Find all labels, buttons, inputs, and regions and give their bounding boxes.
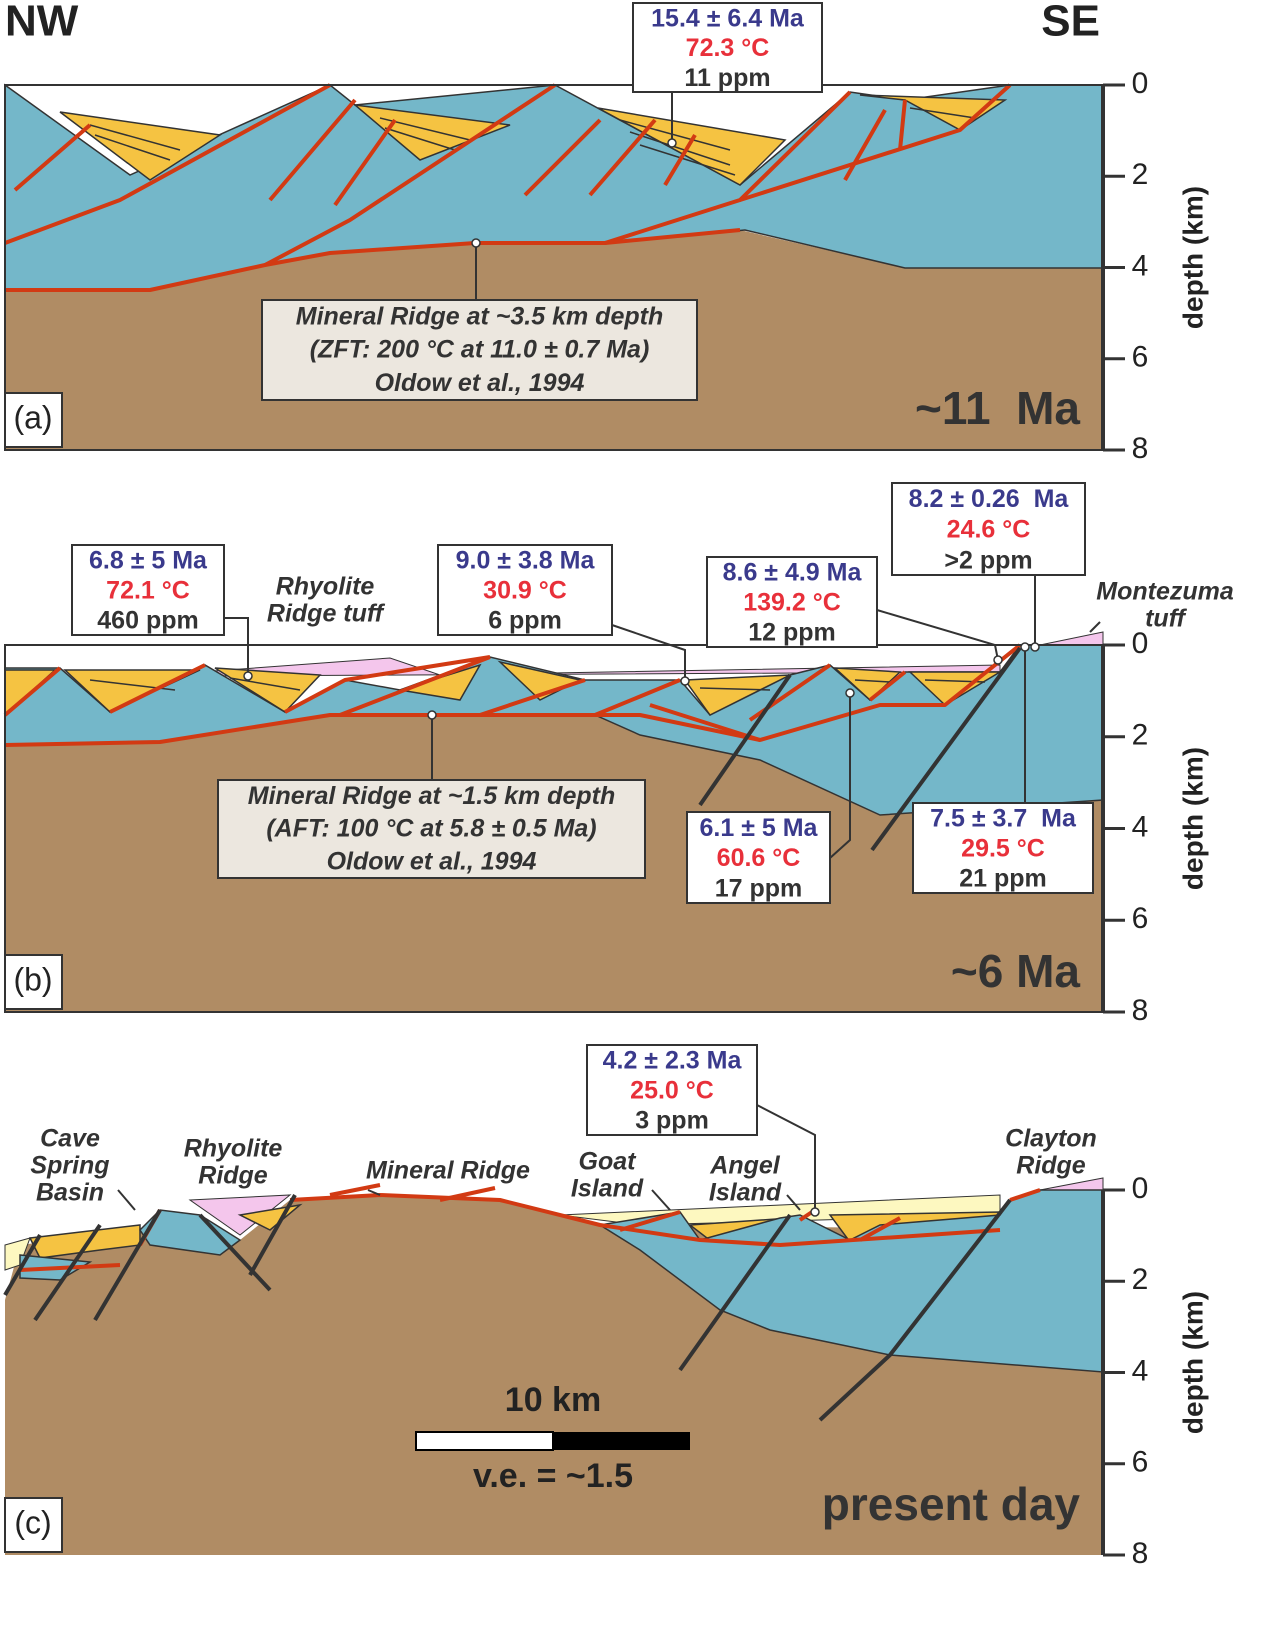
tick-label: 8 xyxy=(1132,432,1149,465)
sample-age: 9.0 ± 3.8 Ma xyxy=(456,547,596,575)
tick-label: 2 xyxy=(1132,719,1149,752)
feature-label: Angel xyxy=(709,1152,781,1180)
scale-bar-white xyxy=(415,1431,554,1451)
sample-u: 21 ppm xyxy=(959,865,1047,893)
feature-label: Ridge tuff xyxy=(267,600,386,628)
feature-label: tuff xyxy=(1145,605,1187,633)
panel-label: (b) xyxy=(13,961,52,997)
sample-temp: 60.6 °C xyxy=(717,844,801,872)
panel-label: (c) xyxy=(14,1504,51,1540)
note-line: Mineral Ridge at ~1.5 km depth xyxy=(248,782,615,810)
tick-label: 4 xyxy=(1132,249,1149,282)
sample-u: 11 ppm xyxy=(684,64,770,92)
sample-age: 6.1 ± 5 Ma xyxy=(700,814,819,842)
sample-age: 6.8 ± 5 Ma xyxy=(89,547,208,575)
scale-bar-black xyxy=(553,1432,690,1450)
feature-label: Cave xyxy=(40,1125,100,1153)
sample-temp: 30.9 °C xyxy=(483,577,567,605)
sample-u: 17 ppm xyxy=(715,874,803,902)
sample-box xyxy=(912,802,1094,894)
tick-label: 8 xyxy=(1132,994,1149,1027)
tick-label: 2 xyxy=(1132,158,1149,191)
tick-label: 4 xyxy=(1132,1354,1149,1387)
feature-label: Clayton xyxy=(1005,1125,1097,1153)
sample-age: 4.2 ± 2.3 Ma xyxy=(603,1047,743,1075)
panel-label-box xyxy=(4,1497,63,1553)
sample-temp: 139.2 °C xyxy=(743,589,841,617)
tick-label: 6 xyxy=(1132,341,1149,374)
sample-u: 6 ppm xyxy=(488,607,562,635)
note-line: Oldow et al., 1994 xyxy=(327,847,537,875)
note-line: (ZFT: 200 °C at 11.0 ± 0.7 Ma) xyxy=(310,336,650,364)
sample-age: 8.2 ± 0.26 Ma xyxy=(909,485,1070,513)
tick-label: 0 xyxy=(1132,1172,1149,1205)
sample-box xyxy=(686,811,831,904)
feature-label: Goat xyxy=(579,1148,638,1176)
sample-temp: 29.5 °C xyxy=(961,835,1045,863)
sample-temp: 72.1 °C xyxy=(106,577,190,605)
tick-label: 0 xyxy=(1132,67,1149,100)
feature-label: Mineral Ridge xyxy=(366,1157,530,1185)
sample-box xyxy=(71,544,225,636)
sample-u: 3 ppm xyxy=(635,1107,709,1135)
ve-label: v.e. = ~1.5 xyxy=(473,1457,633,1495)
note-box xyxy=(261,299,698,401)
sample-box xyxy=(632,2,823,93)
panel-c-geology xyxy=(3,1177,1104,1555)
sample-u: 12 ppm xyxy=(748,619,836,647)
feature-label: Montezuma xyxy=(1096,578,1234,606)
header-right: SE xyxy=(1041,0,1100,46)
tick-label: 0 xyxy=(1132,627,1149,660)
note-line: Oldow et al., 1994 xyxy=(375,369,585,397)
panel-age: ~6 Ma xyxy=(951,945,1081,997)
feature-label: Island xyxy=(709,1179,782,1207)
sample-age: 8.6 ± 4.9 Ma xyxy=(723,559,863,587)
sample-temp: 72.3 °C xyxy=(686,34,770,62)
sample-box xyxy=(586,1044,758,1136)
sample-u: 460 ppm xyxy=(97,607,198,635)
scale-label: 10 km xyxy=(505,1381,601,1419)
note-line: Mineral Ridge at ~3.5 km depth xyxy=(296,302,663,330)
header-left: NW xyxy=(5,0,79,46)
feature-label: Spring xyxy=(30,1152,109,1180)
feature-label: Ridge xyxy=(1016,1152,1086,1180)
tick-label: 8 xyxy=(1132,1537,1149,1570)
tick-label: 4 xyxy=(1132,810,1149,843)
axis-title: depth (km) xyxy=(1177,747,1208,890)
sample-box xyxy=(437,544,613,636)
note-box xyxy=(217,779,646,879)
sample-box xyxy=(891,482,1086,576)
panel-age: present day xyxy=(822,1478,1081,1530)
tick-label: 2 xyxy=(1132,1263,1149,1296)
sample-box xyxy=(706,556,878,648)
sample-temp: 24.6 °C xyxy=(947,516,1031,544)
sample-age: 7.5 ± 3.7 Ma xyxy=(930,805,1077,833)
axis-title: depth (km) xyxy=(1177,1291,1208,1434)
note-line: (AFT: 100 °C at 5.8 ± 0.5 Ma) xyxy=(266,815,596,843)
axis-title: depth (km) xyxy=(1177,186,1208,329)
panel-age: ~11 Ma xyxy=(915,382,1080,434)
sample-u: >2 ppm xyxy=(944,546,1032,574)
tick-label: 6 xyxy=(1132,1446,1149,1479)
sample-age: 15.4 ± 6.4 Ma xyxy=(651,4,805,32)
panel-label-box xyxy=(4,954,63,1010)
tick-label: 6 xyxy=(1132,902,1149,935)
panel-label-box xyxy=(4,392,63,448)
sample-temp: 25.0 °C xyxy=(630,1077,714,1105)
feature-label: Ridge xyxy=(198,1162,268,1190)
feature-label: Rhyolite xyxy=(276,573,375,601)
feature-label: Island xyxy=(571,1175,644,1203)
feature-label: Rhyolite xyxy=(184,1135,283,1163)
panel-a-geology xyxy=(4,83,1104,451)
feature-label: Basin xyxy=(36,1179,104,1207)
panel-label: (a) xyxy=(13,399,52,435)
leaders xyxy=(117,92,1101,1217)
